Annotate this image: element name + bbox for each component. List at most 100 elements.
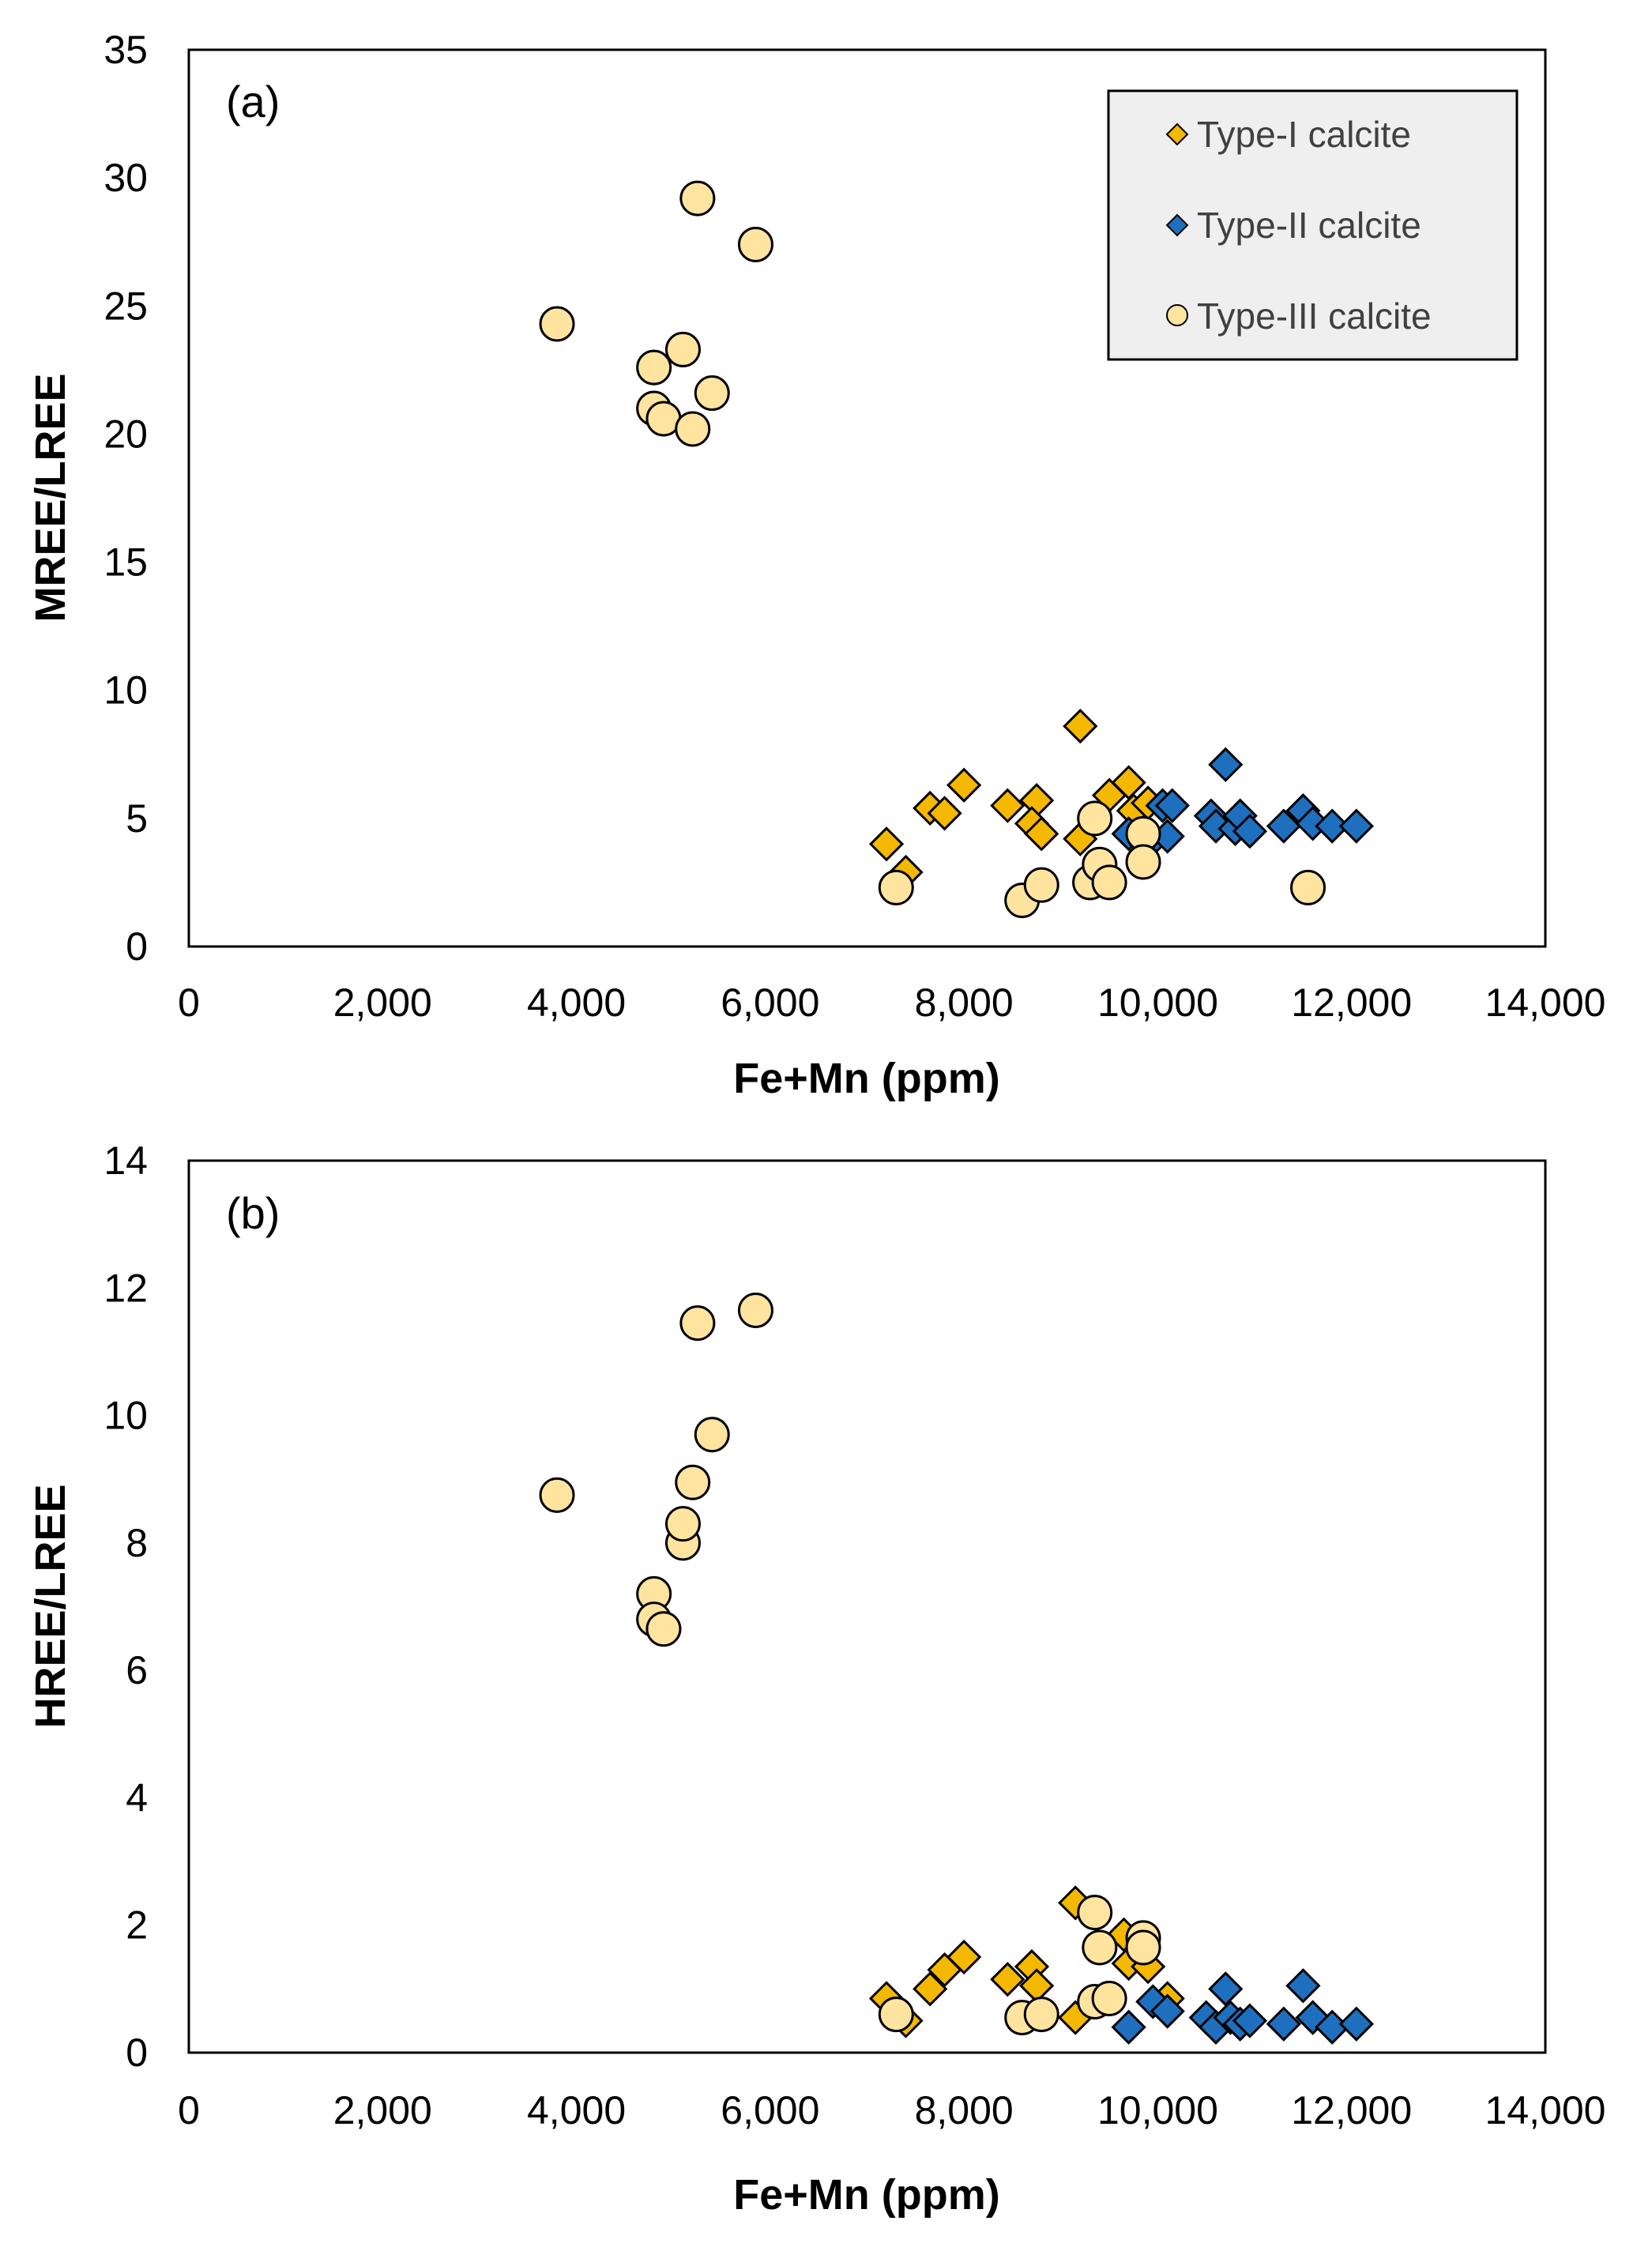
panel-b-y-tick-label: 4 bbox=[126, 1775, 148, 1820]
panel-a-label: (a) bbox=[226, 77, 280, 126]
panel-a-x-tick-label: 0 bbox=[178, 980, 200, 1025]
panel-a-diamond-point-series-2 bbox=[1232, 813, 1268, 849]
panel-b-diamond-point-series-1 bbox=[913, 1971, 948, 2007]
panel-a-diamond-point-series-1 bbox=[990, 788, 1025, 823]
legend-type1-diamond-icon bbox=[1165, 122, 1189, 146]
panel-b-y-tick-labels: 0 2 4 6 8 10 12 14 bbox=[103, 1139, 148, 2075]
panel-b-diamond-point-series-2 bbox=[1338, 2006, 1374, 2042]
panel-b-chart: 0 2,000 4,000 6,000 8,000 10,000 12,000 14,000 … bbox=[27, 1139, 1605, 2219]
panel-b-circle-point-series-3 bbox=[1091, 1980, 1127, 2016]
panel-b-y-axis-title: HREE/LREE bbox=[27, 1484, 74, 1728]
panel-a-diamond-point-series-1 bbox=[1063, 708, 1098, 744]
panel-b-x-tick-labels: 0 2,000 4,000 6,000 8,000 10,000 12,000 14,000 bbox=[178, 2088, 1605, 2132]
panel-a-circle-point-series-3 bbox=[1290, 869, 1326, 905]
panel-b-plot-frame bbox=[187, 1159, 1547, 2054]
panel-b-y-tick-label: 6 bbox=[126, 1648, 148, 1692]
panel-a-y-tick-label: 25 bbox=[103, 284, 148, 328]
legend: Type-I calcite Type-II calcite Type-III … bbox=[1107, 89, 1518, 361]
panel-b-y-tick-label: 0 bbox=[126, 2031, 148, 2075]
panel-a-plot-frame bbox=[187, 48, 1547, 948]
panel-a-x-tick-label: 8,000 bbox=[915, 980, 1014, 1025]
panel-b-y-tick-label: 10 bbox=[103, 1394, 148, 1438]
panel-a-circle-point-series-3 bbox=[1091, 864, 1127, 901]
legend-type3-label: Type-III calcite bbox=[1197, 295, 1432, 337]
panel-b-y-tick-label: 2 bbox=[126, 1903, 148, 1948]
panel-b-x-tick-label: 4,000 bbox=[527, 2088, 626, 2132]
panel-a-y-tick-label: 20 bbox=[103, 412, 148, 456]
panel-b-diamond-point-series-2 bbox=[1266, 2006, 1301, 2042]
panel-a-circle-point-series-3 bbox=[636, 349, 672, 386]
panel-a-diamond-point-series-1 bbox=[946, 767, 982, 803]
panel-b-x-tick-label: 6,000 bbox=[721, 2088, 819, 2132]
panel-b-diamond-point-series-1 bbox=[946, 1939, 982, 1975]
panel-b-diamond-point-series-2 bbox=[1111, 2009, 1146, 2045]
panel-a-diamond-point-series-2 bbox=[1338, 808, 1374, 844]
panel-a-y-tick-labels: 0 5 10 15 20 25 30 35 bbox=[103, 28, 148, 969]
panel-b-x-tick-label: 10,000 bbox=[1097, 2088, 1218, 2132]
panel-a-x-tick-label: 6,000 bbox=[721, 980, 819, 1025]
panel-b-diamond-point-series-2 bbox=[1150, 1993, 1185, 2029]
panel-a-x-tick-label: 2,000 bbox=[333, 980, 432, 1025]
panel-b-x-tick-label: 8,000 bbox=[915, 2088, 1014, 2132]
panel-b-label: (b) bbox=[226, 1188, 280, 1238]
panel-b-diamond-point-series-1 bbox=[990, 1962, 1025, 1997]
panel-a-circle-point-series-3 bbox=[539, 306, 575, 342]
panel-a-circle-point-series-3 bbox=[1125, 844, 1161, 880]
panel-a-circle-point-series-3 bbox=[1023, 867, 1059, 903]
panel-a-circle-point-series-3 bbox=[664, 331, 701, 367]
panel-b-circle-point-series-3 bbox=[539, 1477, 575, 1513]
panel-b-x-tick-label: 14,000 bbox=[1485, 2088, 1606, 2132]
panel-b-y-tick-label: 14 bbox=[103, 1139, 148, 1183]
panel-b-circle-point-series-3 bbox=[645, 1611, 682, 1647]
legend-item-type2: Type-II calcite bbox=[1165, 205, 1421, 246]
legend-type2-diamond-icon bbox=[1165, 213, 1189, 237]
panel-b-diamond-point-series-2 bbox=[1232, 2003, 1268, 2038]
panel-a-diamond-point-series-2 bbox=[1154, 788, 1190, 823]
panel-b-circle-point-series-3 bbox=[1082, 1929, 1118, 1966]
panel-b-circle-point-series-3 bbox=[679, 1305, 716, 1342]
panel-b-circle-point-series-3 bbox=[664, 1506, 701, 1542]
legend-type1-label: Type-I calcite bbox=[1197, 114, 1411, 155]
panel-b-x-tick-label: 0 bbox=[178, 2088, 200, 2132]
panel-b-circle-point-series-3 bbox=[675, 1464, 711, 1500]
panel-b-circle-point-series-3 bbox=[1077, 1895, 1113, 1931]
panel-a-y-tick-label: 30 bbox=[103, 156, 148, 200]
panel-b-x-tick-label: 2,000 bbox=[333, 2088, 432, 2132]
legend-item-type3: Type-III calcite bbox=[1166, 295, 1432, 337]
panel-a-diamond-point-series-2 bbox=[1266, 808, 1301, 844]
panel-a-diamond-point-series-2 bbox=[1208, 747, 1244, 782]
legend-type2-label: Type-II calcite bbox=[1197, 205, 1421, 246]
panel-a-x-tick-label: 4,000 bbox=[527, 980, 626, 1025]
panel-a-circle-point-series-3 bbox=[679, 180, 716, 216]
legend-type3-circle-icon bbox=[1166, 304, 1188, 326]
panel-a-x-axis-title: Fe+Mn (ppm) bbox=[733, 1055, 999, 1102]
legend-item-type1: Type-I calcite bbox=[1165, 114, 1411, 155]
panel-a-y-tick-label: 5 bbox=[126, 796, 148, 841]
panel-b-y-tick-label: 12 bbox=[103, 1266, 148, 1310]
panel-a-y-tick-label: 10 bbox=[103, 668, 148, 713]
panel-b-circle-point-series-3 bbox=[1023, 1997, 1059, 2033]
panel-a-x-tick-label: 14,000 bbox=[1485, 980, 1606, 1025]
panel-a-diamond-point-series-2 bbox=[1315, 808, 1350, 844]
panel-a-diamond-point-series-1 bbox=[868, 826, 905, 862]
panel-b-y-tick-label: 8 bbox=[126, 1521, 148, 1565]
panel-b-circle-point-series-3 bbox=[737, 1293, 773, 1329]
panel-a-circle-point-series-3 bbox=[675, 411, 711, 447]
panel-b-circle-point-series-3 bbox=[878, 1997, 914, 2033]
panel-a-chart: 0 2,000 4,000 6,000 8,000 10,000 12,000 14,000 … bbox=[27, 28, 1605, 1102]
panel-b-circle-point-series-3 bbox=[1125, 1929, 1161, 1966]
panel-b-marks bbox=[539, 1293, 1374, 2045]
panel-b-circle-point-series-3 bbox=[694, 1417, 730, 1453]
panel-a-circle-point-series-3 bbox=[737, 226, 773, 262]
panel-a-x-tick-label: 12,000 bbox=[1291, 980, 1412, 1025]
panel-a-y-tick-label: 15 bbox=[103, 540, 148, 585]
panel-a-circle-point-series-3 bbox=[878, 869, 914, 905]
panel-a-x-tick-label: 10,000 bbox=[1097, 980, 1218, 1025]
panel-a-y-tick-label: 0 bbox=[126, 924, 148, 969]
panel-b-diamond-point-series-2 bbox=[1285, 1968, 1321, 2004]
panel-b-x-tick-label: 12,000 bbox=[1291, 2088, 1412, 2132]
panel-a-marks bbox=[539, 180, 1374, 919]
panel-a-y-axis-title: MREE/LREE bbox=[27, 373, 74, 622]
panel-a-circle-point-series-3 bbox=[1077, 800, 1113, 837]
